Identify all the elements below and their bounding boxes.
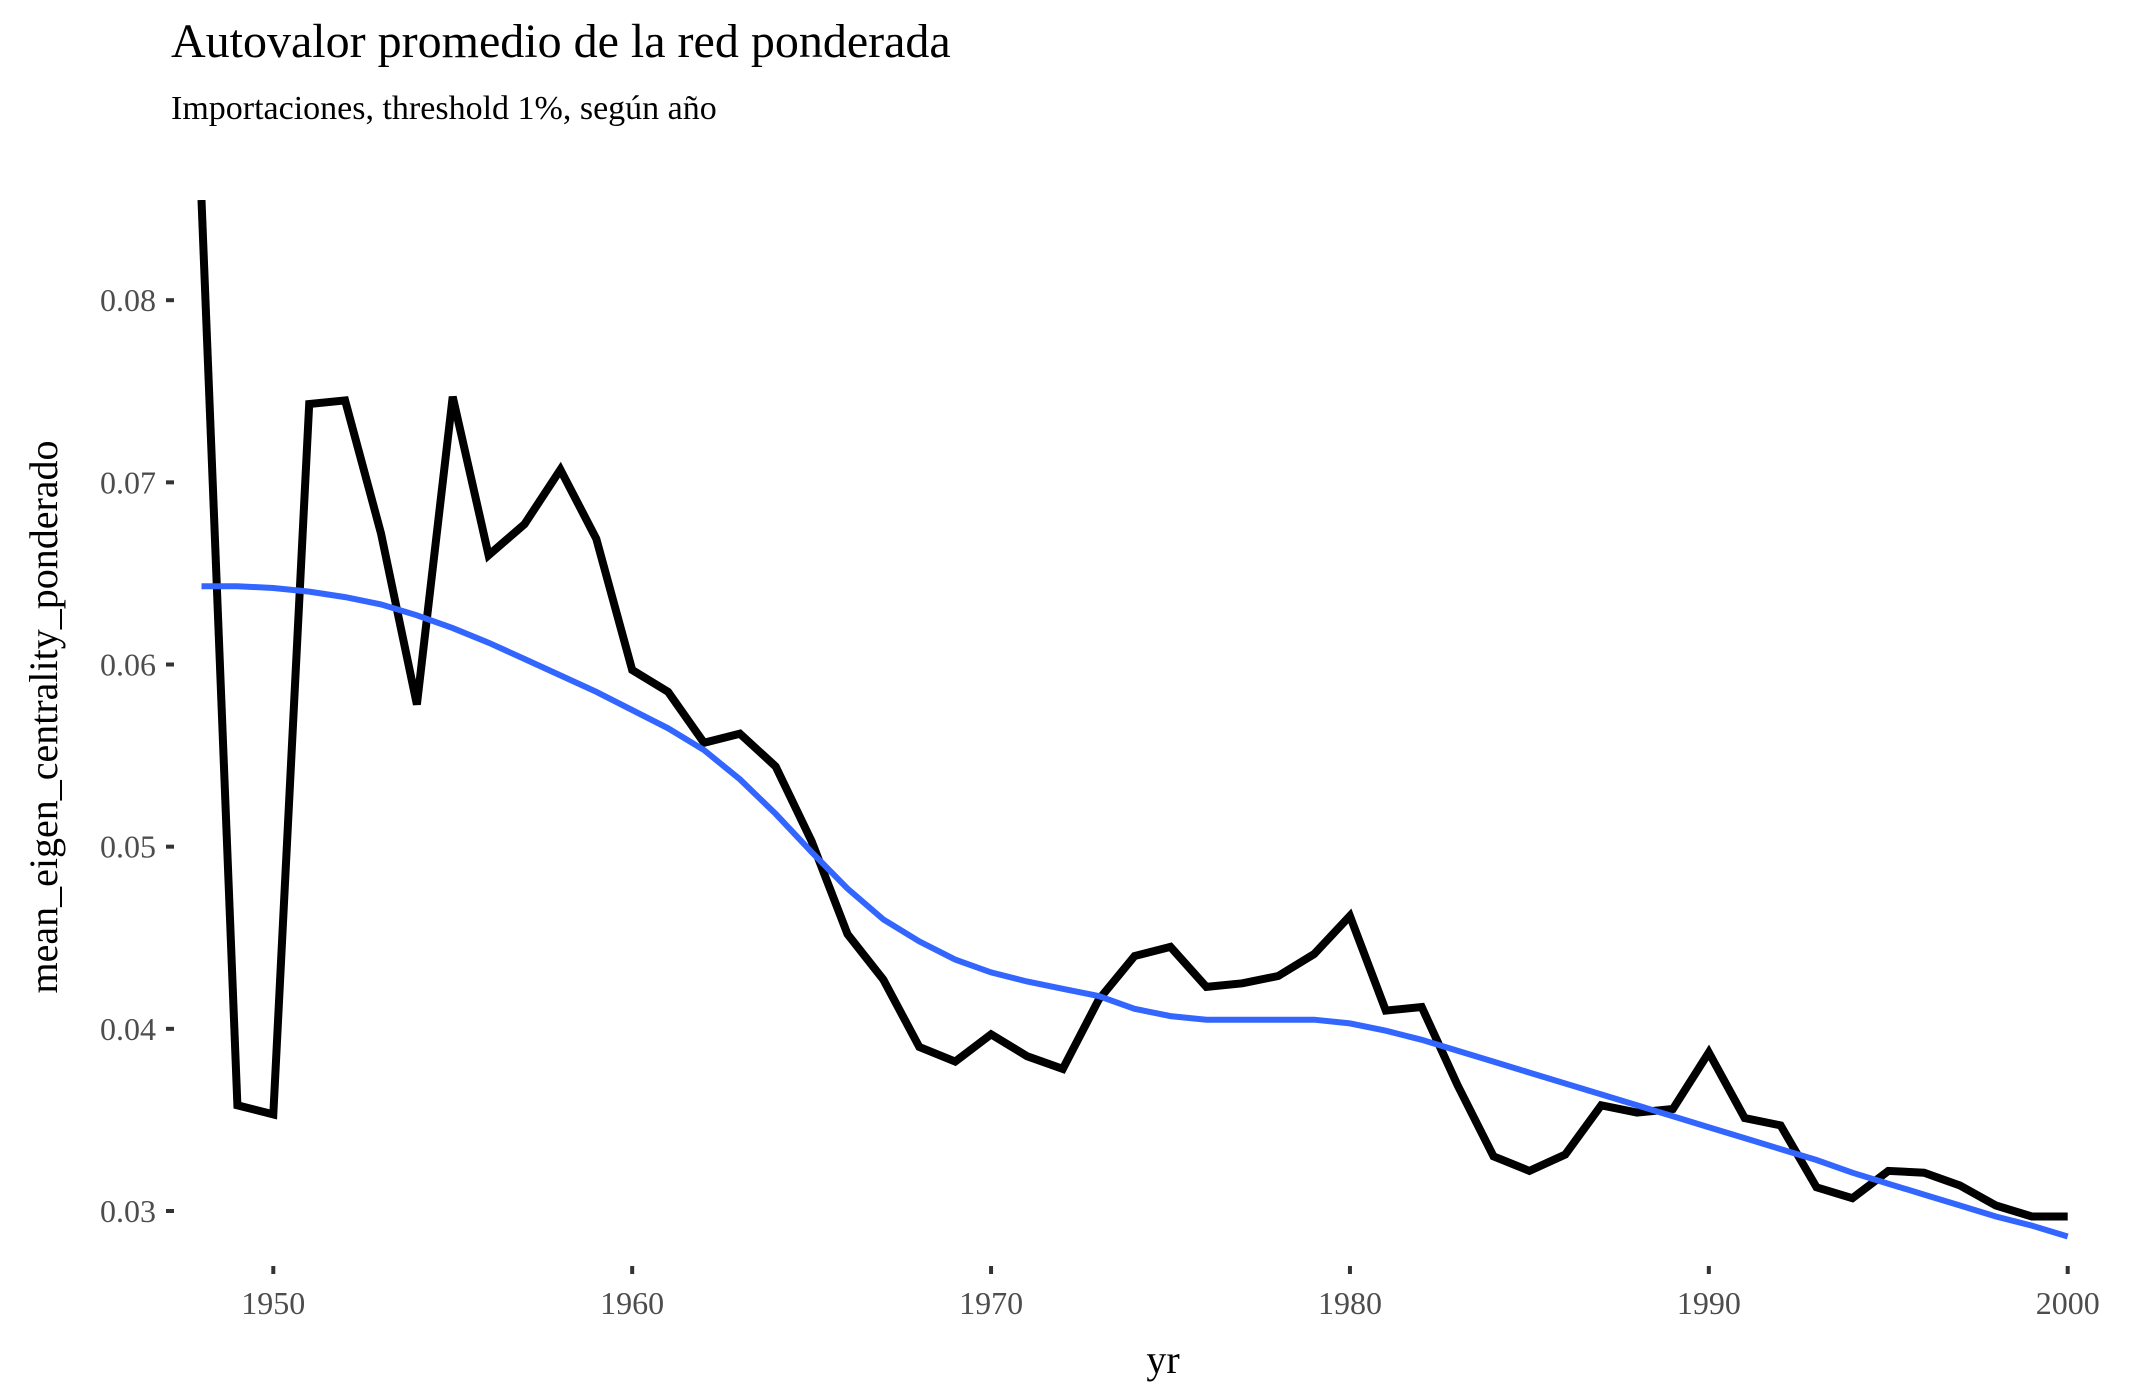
x-tick-label: 1980 [1318, 1285, 1382, 1321]
plot-area [197, 200, 2069, 1240]
x-tick-label: 1950 [241, 1285, 305, 1321]
chart-title: Autovalor promedio de la red ponderada [171, 15, 951, 68]
chart-subtitle: Importaciones, threshold 1%, según año [171, 90, 717, 127]
y-tick-label: 0.06 [100, 647, 156, 683]
x-axis-title: yr [1146, 1337, 1179, 1382]
y-tick-label: 0.04 [100, 1011, 156, 1047]
series-line-smooth [201, 583, 2069, 1240]
y-tick-label: 0.07 [100, 464, 156, 500]
series-line-observed [197, 200, 2068, 1221]
x-axis: 1950 1960 1970 1980 1990 2000 [241, 1266, 2100, 1321]
y-axis: 0.03 0.04 0.05 0.06 0.07 0.08 [100, 282, 174, 1229]
x-tick-label: 2000 [2036, 1285, 2100, 1321]
y-tick-label: 0.03 [100, 1193, 156, 1229]
y-tick-label: 0.08 [100, 282, 156, 318]
x-tick-label: 1970 [959, 1285, 1023, 1321]
x-tick-label: 1990 [1677, 1285, 1741, 1321]
y-tick-label: 0.05 [100, 829, 156, 865]
x-tick-label: 1960 [600, 1285, 664, 1321]
y-axis-title: mean_eigen_centrality_ponderado [21, 440, 66, 993]
